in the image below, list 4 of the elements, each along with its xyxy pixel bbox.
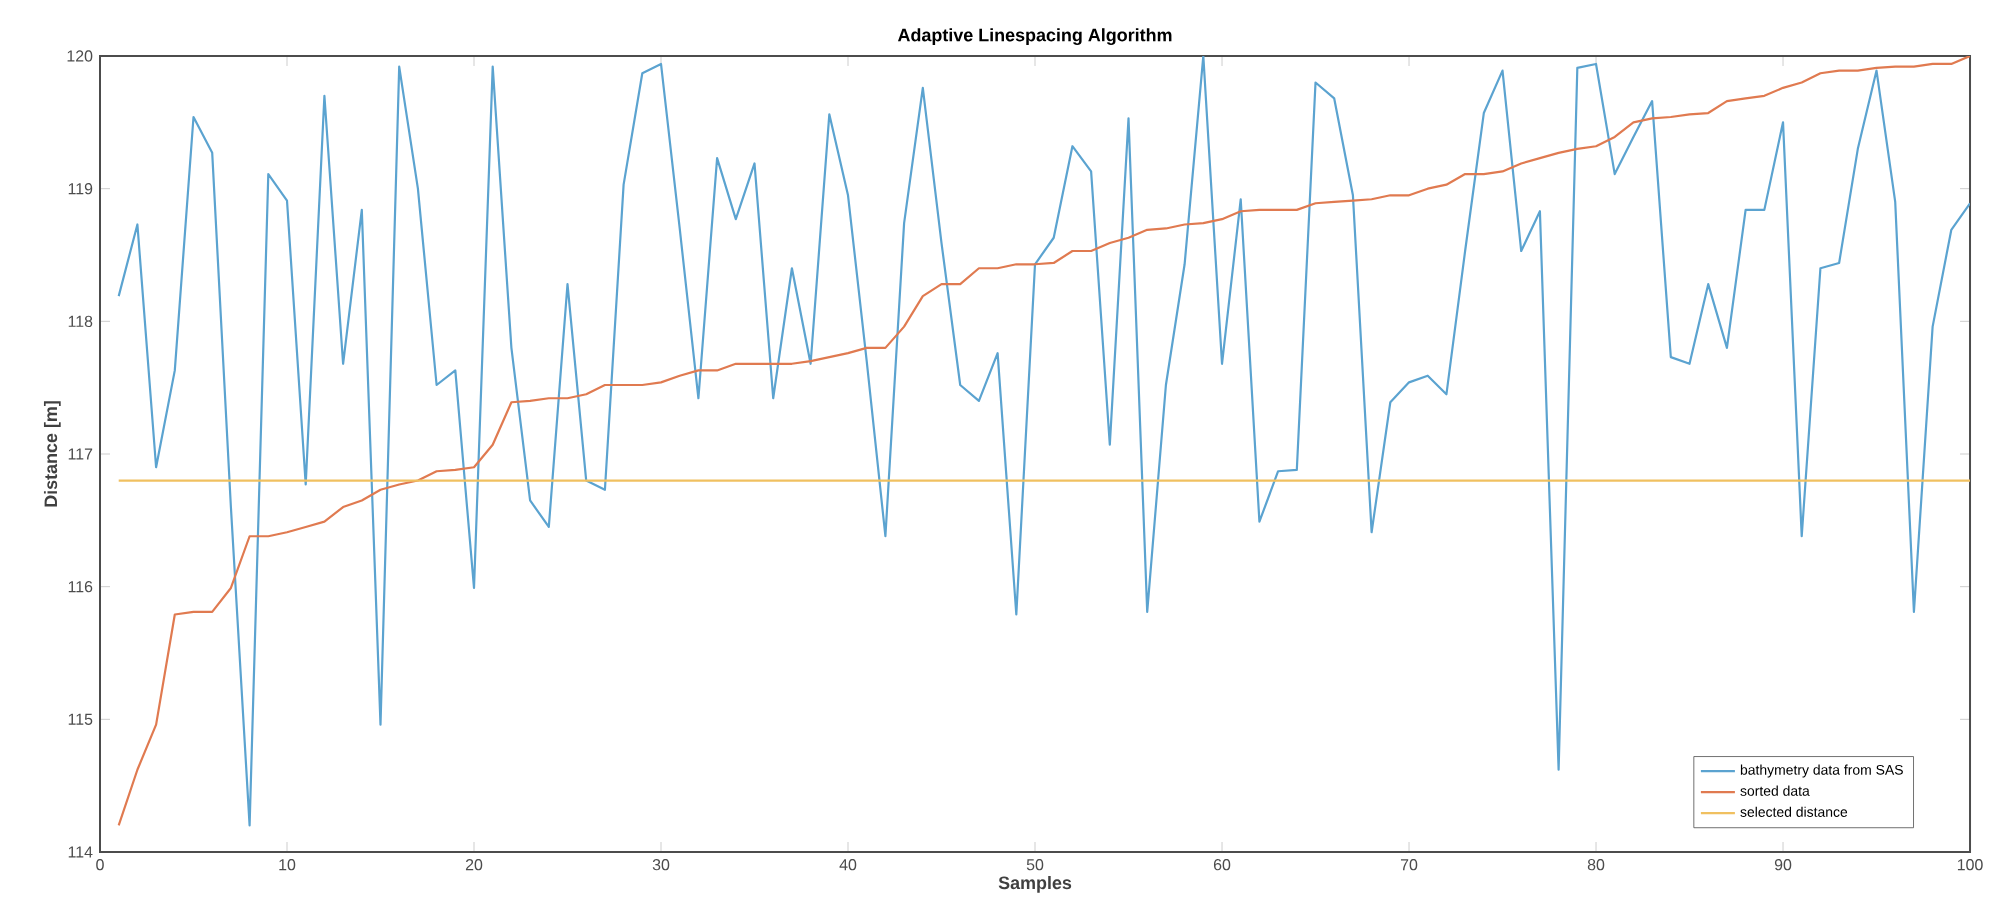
line-series [117, 55, 1971, 827]
chart-title: Adaptive Linespacing Algorithm [897, 28, 1172, 46]
x-axis-title: Samples [998, 876, 1072, 893]
y-axis-title: Distance [m] [43, 401, 61, 507]
